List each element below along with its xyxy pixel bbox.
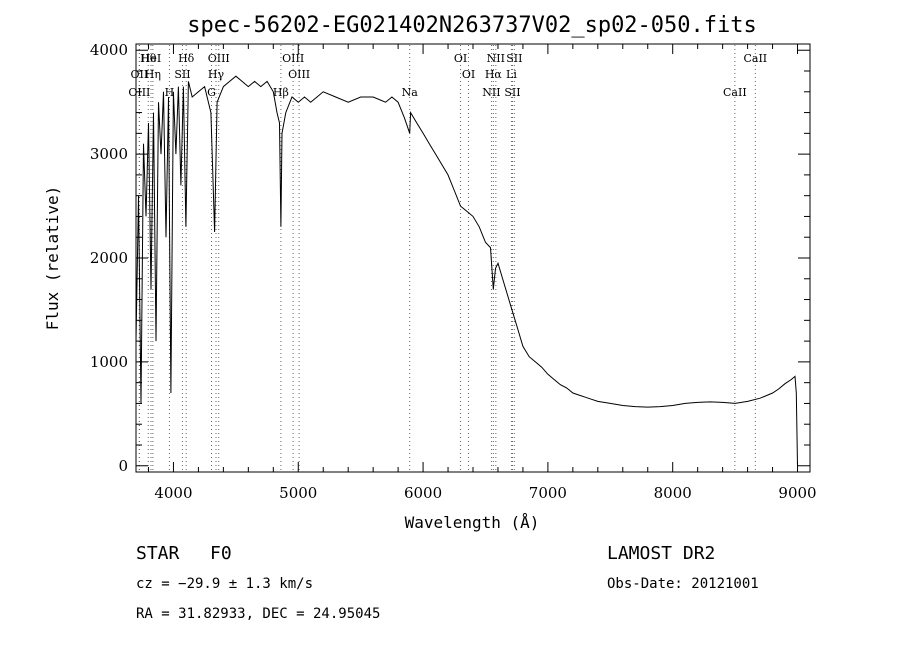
line-marker-label-17: NII bbox=[482, 86, 500, 99]
line-marker-label-24: CaII bbox=[743, 52, 767, 65]
observation-date: Obs-Date: 20121001 bbox=[607, 576, 759, 592]
x-tick-label-3: 7000 bbox=[529, 484, 567, 502]
chart-title: spec-56202-EG021402N263737V02_sp02-050.f… bbox=[187, 13, 757, 38]
line-marker-label-20: SII bbox=[504, 86, 520, 99]
sky-coordinates: RA = 31.82933, DEC = 24.95045 bbox=[136, 606, 381, 622]
line-marker-label-15: OI bbox=[454, 52, 467, 65]
line-marker-label-7: SII bbox=[174, 68, 190, 81]
line-marker-label-10: Hγ bbox=[208, 68, 225, 81]
y-axis-label: Flux (relative) bbox=[43, 186, 62, 331]
line-marker-label-14: Na bbox=[402, 86, 419, 99]
line-marker-label-5: H bbox=[165, 86, 175, 99]
y-tick-label-4: 4000 bbox=[90, 41, 128, 59]
line-marker-label-12: OIII bbox=[282, 52, 304, 65]
line-marker-label-3: HeI bbox=[141, 52, 161, 65]
x-tick-label-2: 6000 bbox=[404, 484, 442, 502]
y-tick-label-0: 0 bbox=[118, 457, 128, 475]
y-tick-label-1: 1000 bbox=[90, 353, 128, 371]
spectral-subclass: F0 bbox=[210, 543, 232, 564]
spectral-line-markers: HθOIIOIIIHeIHηHHδSIIGOIIIHγHβOIIIOIIINaO… bbox=[128, 45, 767, 471]
redshift-cz: cz = −29.9 ± 1.3 km/s bbox=[136, 576, 314, 592]
line-marker-label-19: Hα bbox=[485, 68, 503, 81]
line-marker-label-13: OIII bbox=[288, 68, 310, 81]
line-marker-label-16: OI bbox=[462, 68, 475, 81]
x-tick-label-0: 4000 bbox=[154, 484, 192, 502]
x-axis-label: Wavelength (Å) bbox=[405, 513, 540, 532]
x-tick-label-4: 8000 bbox=[654, 484, 692, 502]
line-marker-label-2: OIII bbox=[128, 86, 150, 99]
line-marker-label-1: OII bbox=[131, 68, 149, 81]
spectrum-series bbox=[135, 75, 798, 466]
plot-frame bbox=[135, 43, 811, 473]
line-marker-label-4: Hη bbox=[145, 68, 161, 81]
y-tick-label-2: 2000 bbox=[90, 249, 128, 267]
line-marker-label-23: CaII bbox=[723, 86, 747, 99]
line-marker-label-18: NII bbox=[487, 52, 505, 65]
line-marker-label-11: Hβ bbox=[273, 86, 289, 99]
line-marker-label-22: Li bbox=[506, 68, 517, 81]
line-marker-label-21: SII bbox=[506, 52, 522, 65]
x-tick-label-5: 9000 bbox=[778, 484, 816, 502]
line-marker-label-9: OIII bbox=[208, 52, 230, 65]
x-axis: 4000 5000 6000 7000 8000 9000 bbox=[147, 44, 817, 502]
y-tick-label-3: 3000 bbox=[90, 145, 128, 163]
survey-name: LAMOST DR2 bbox=[607, 543, 716, 564]
spectrum-line-0 bbox=[135, 75, 798, 466]
line-marker-label-6: Hδ bbox=[178, 52, 195, 65]
y-axis: 0 1000 2000 3000 4000 bbox=[90, 41, 810, 475]
object-class: STAR bbox=[136, 543, 180, 564]
x-tick-label-1: 5000 bbox=[279, 484, 317, 502]
line-marker-label-8: G bbox=[207, 86, 216, 99]
